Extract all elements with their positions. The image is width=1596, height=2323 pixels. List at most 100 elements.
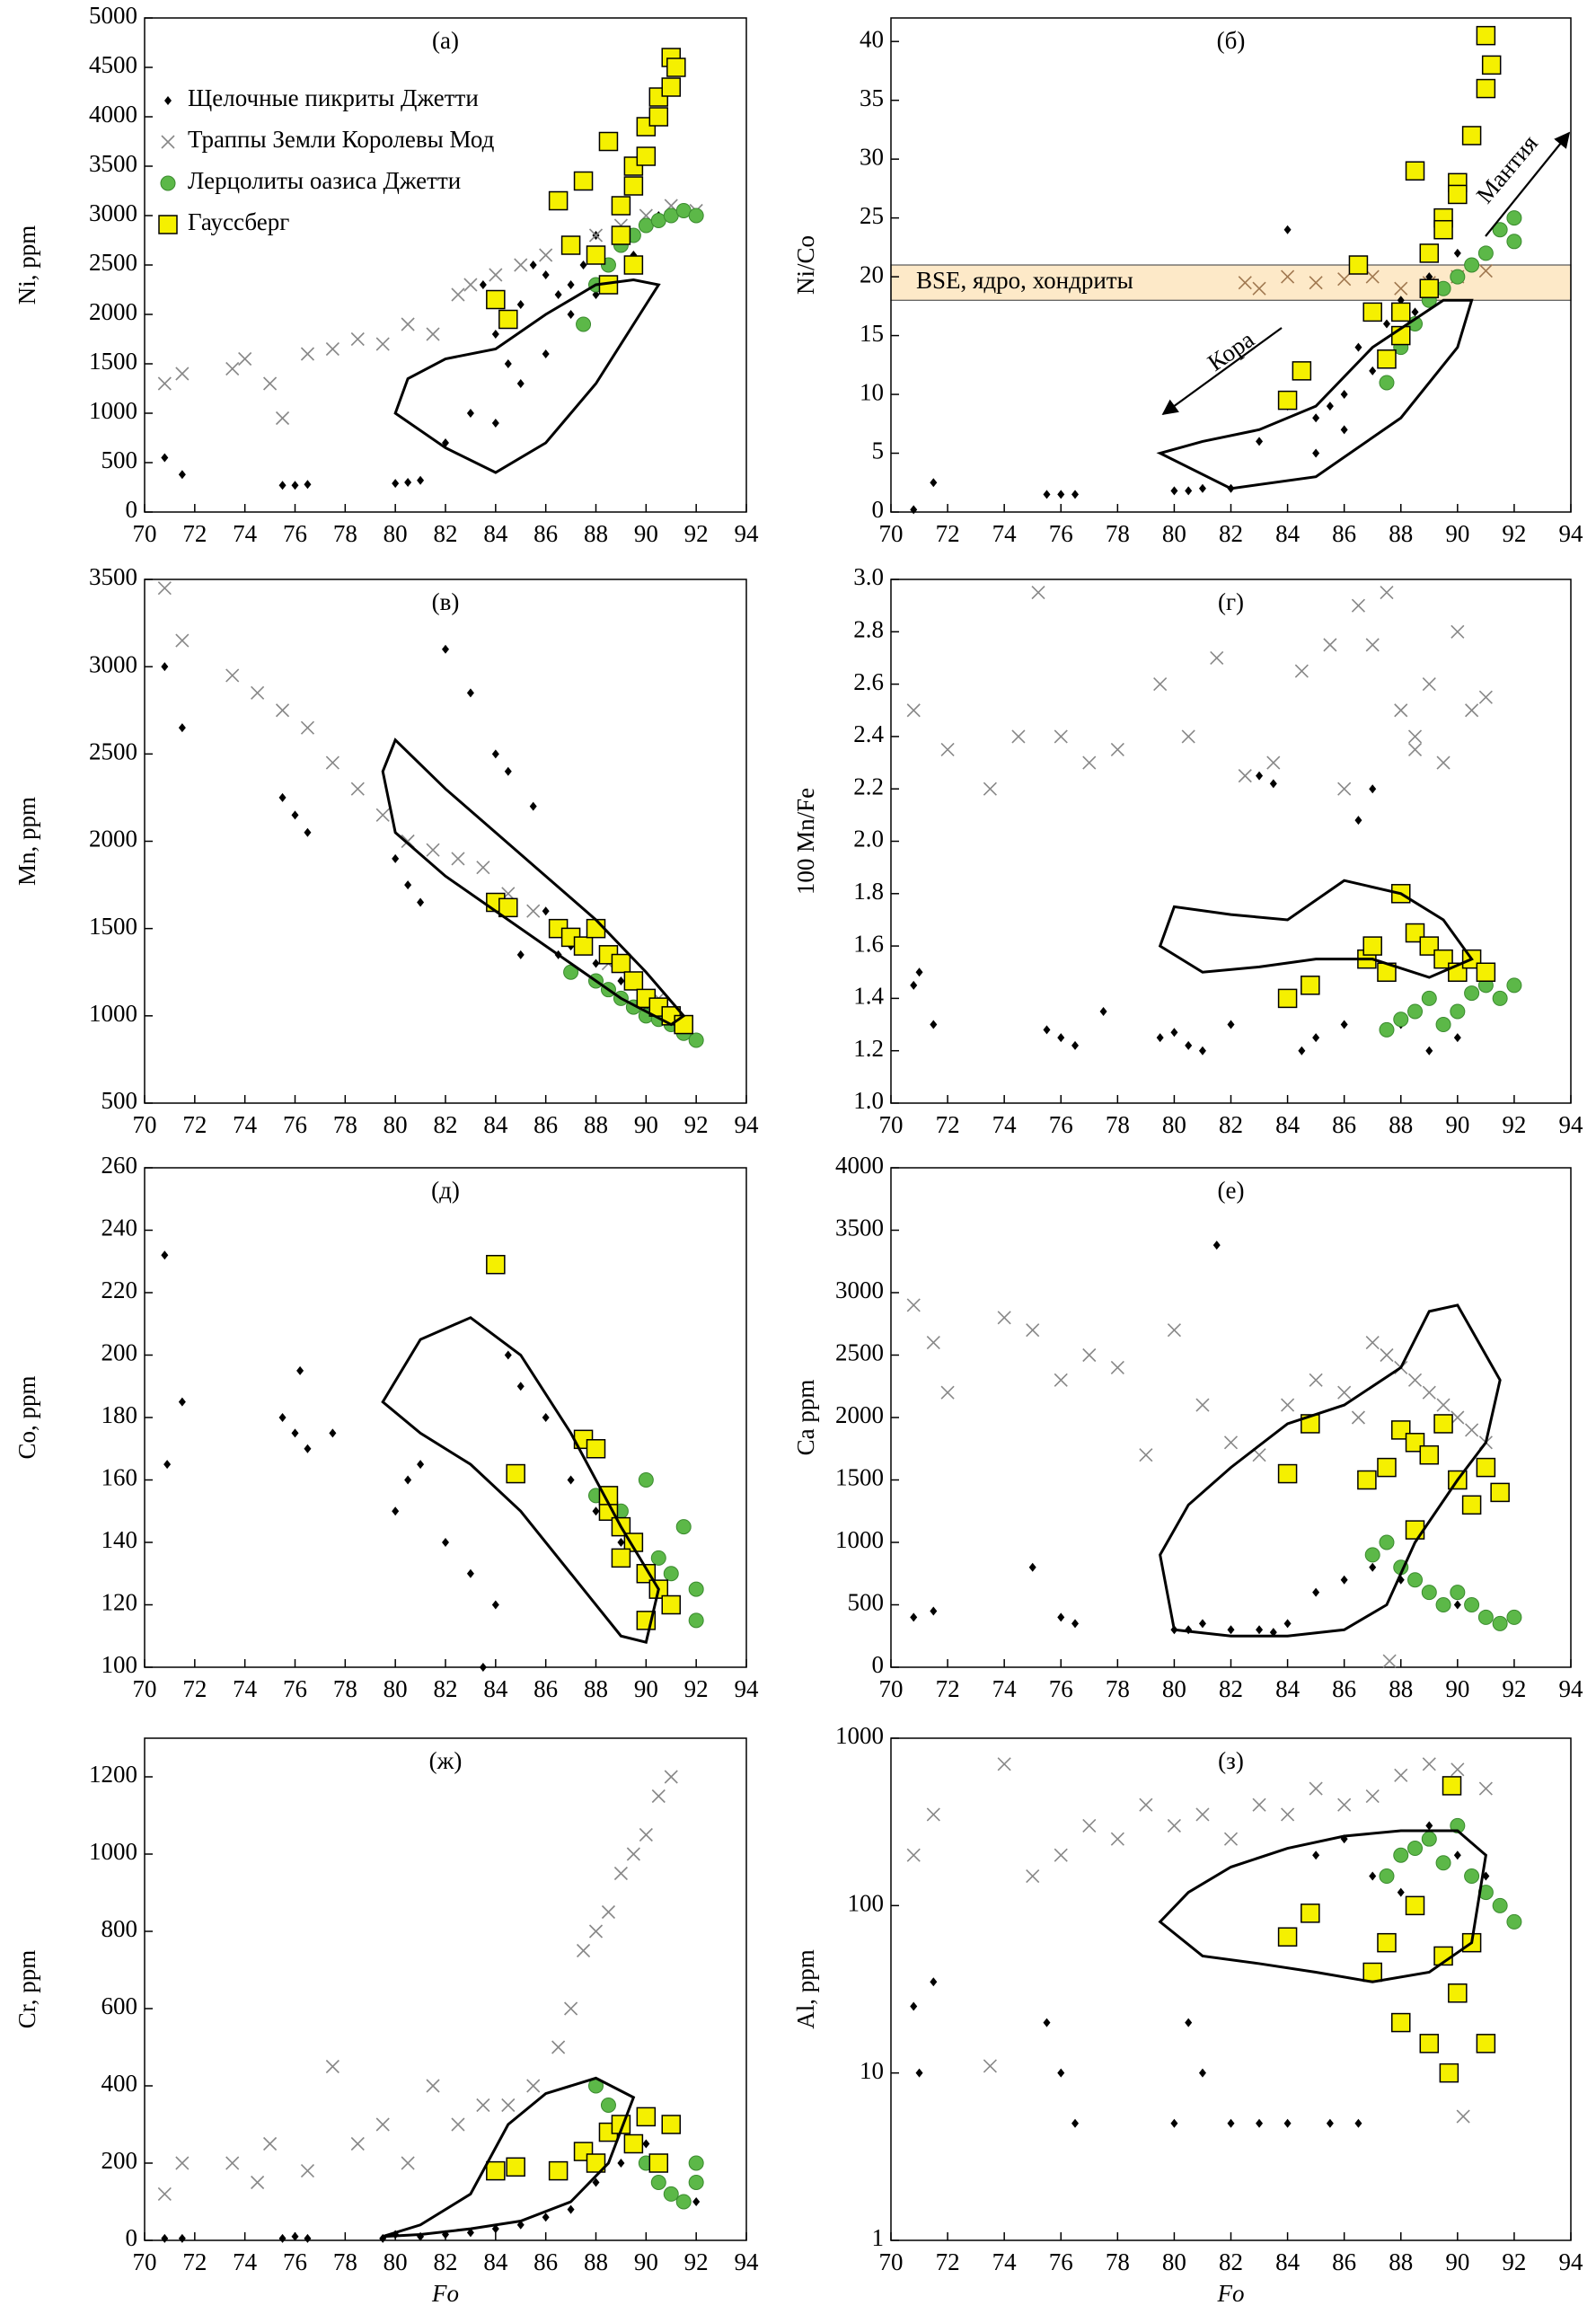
- point: [1421, 1831, 1437, 1847]
- point: [906, 1848, 921, 1862]
- point: [542, 2213, 550, 2222]
- point: [1026, 1868, 1040, 1884]
- point: [983, 2059, 997, 2073]
- point: [688, 1581, 704, 1597]
- y-tick-label: 20: [860, 261, 884, 287]
- point: [263, 2136, 278, 2151]
- point: [404, 880, 412, 890]
- point: [1422, 1757, 1436, 1771]
- point: [1238, 769, 1252, 783]
- x-tick-label: 84: [483, 520, 508, 547]
- x-tick-label: 76: [283, 520, 307, 547]
- point: [650, 1550, 666, 1566]
- point: [1281, 1398, 1295, 1412]
- x-tick-label: 82: [434, 520, 458, 547]
- x-tick-label: 78: [1106, 1675, 1130, 1702]
- point: [1252, 1448, 1266, 1462]
- legend-label: Щелочные пикриты Джетти: [188, 84, 479, 111]
- point: [350, 2136, 365, 2151]
- x-axis-label: Fo: [431, 2280, 459, 2307]
- x-tick-label: 80: [1162, 1111, 1186, 1138]
- x-tick-label: 84: [483, 1675, 508, 1702]
- point: [1011, 729, 1026, 744]
- y-tick-label: 15: [860, 320, 884, 347]
- point: [291, 2231, 299, 2241]
- point: [350, 331, 365, 347]
- point: [498, 309, 518, 330]
- point: [906, 1298, 921, 1312]
- point: [1252, 281, 1266, 296]
- x-tick-label: 74: [992, 1111, 1018, 1138]
- field-outline: [381, 738, 686, 1027]
- point: [1326, 2118, 1334, 2128]
- point: [1365, 1789, 1380, 1804]
- x-tick-label: 72: [936, 1675, 960, 1702]
- point: [1167, 1818, 1181, 1833]
- y-tick-label: 30: [860, 143, 884, 170]
- point: [1043, 1025, 1051, 1035]
- y-tick-label: 3000: [89, 199, 137, 226]
- point: [1057, 1033, 1065, 1043]
- y-tick-label: 10: [860, 378, 884, 405]
- point: [1223, 1832, 1239, 1846]
- point: [1379, 1868, 1395, 1885]
- point: [275, 703, 290, 718]
- point: [529, 261, 537, 269]
- point: [451, 2117, 465, 2132]
- x-tick-label: 78: [1106, 1111, 1130, 1138]
- point: [1369, 366, 1377, 375]
- point: [636, 146, 657, 166]
- x-tick-label: 94: [1559, 2248, 1584, 2275]
- x-tick-label: 80: [384, 2248, 408, 2275]
- point: [567, 280, 575, 289]
- point: [1340, 1575, 1348, 1585]
- point: [539, 248, 553, 262]
- point: [304, 1444, 312, 1453]
- y-tick-label: 0: [872, 1651, 885, 1678]
- y-tick-label: 1500: [89, 913, 137, 940]
- point: [1212, 1241, 1221, 1250]
- point: [1337, 272, 1352, 287]
- point: [1362, 302, 1382, 322]
- x-tick-label: 74: [992, 2248, 1018, 2275]
- point: [175, 2156, 190, 2170]
- point: [1185, 1040, 1193, 1050]
- point: [1391, 2012, 1411, 2033]
- point: [1435, 1017, 1451, 1033]
- point: [1405, 923, 1425, 943]
- point: [1210, 650, 1224, 666]
- y-tick-label: 1: [872, 2224, 885, 2251]
- x-axis-label: Fo: [1217, 2280, 1245, 2307]
- point: [1362, 1962, 1382, 1983]
- point: [663, 1566, 679, 1582]
- point: [1506, 234, 1522, 250]
- point: [551, 2040, 566, 2054]
- point: [476, 2098, 490, 2113]
- point: [1405, 1895, 1425, 1916]
- point: [1492, 222, 1508, 238]
- point: [1312, 448, 1320, 458]
- x-tick-label: 92: [684, 1111, 709, 1138]
- point: [1439, 2062, 1459, 2083]
- x-tick-label: 84: [1275, 520, 1301, 547]
- point: [491, 1600, 499, 1610]
- point: [554, 290, 562, 299]
- point: [639, 1827, 653, 1842]
- point: [1407, 1572, 1424, 1588]
- x-tick-label: 82: [434, 2248, 458, 2275]
- y-tick-label: 400: [101, 2070, 138, 2097]
- point: [1436, 755, 1451, 770]
- point: [516, 950, 525, 959]
- point: [291, 810, 299, 820]
- point: [1238, 276, 1252, 290]
- point: [586, 2153, 606, 2173]
- point: [623, 971, 644, 991]
- point: [1425, 1821, 1433, 1831]
- x-tick-label: 86: [1332, 520, 1356, 547]
- point: [1351, 1410, 1366, 1425]
- point: [1450, 1003, 1466, 1020]
- point: [329, 1428, 337, 1438]
- point: [1464, 257, 1480, 273]
- point: [479, 280, 487, 289]
- point: [1419, 1444, 1440, 1465]
